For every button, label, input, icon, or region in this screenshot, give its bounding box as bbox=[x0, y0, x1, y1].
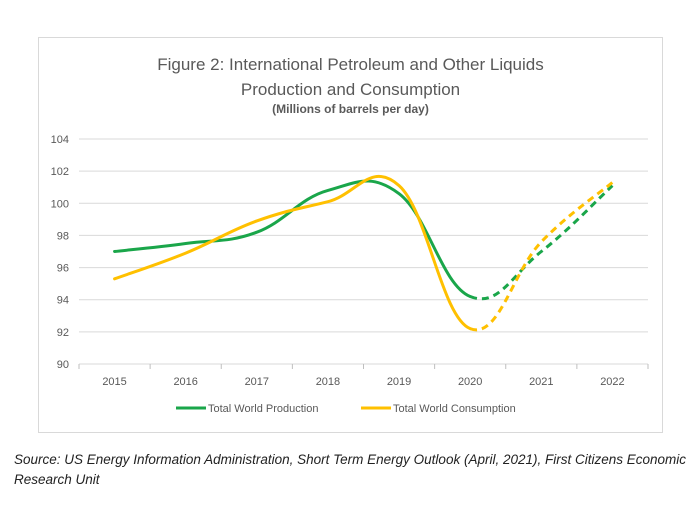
chart-title-line-2: Production and Consumption bbox=[240, 80, 461, 99]
chart-frame: Figure 2: International Petroleum and Ot… bbox=[38, 37, 663, 433]
y-tick-label: 92 bbox=[57, 327, 69, 339]
legend-label-total-world-production: Total World Production bbox=[208, 403, 318, 415]
y-tick-label: 102 bbox=[51, 166, 69, 178]
y-tick-label: 94 bbox=[57, 295, 69, 307]
y-tick-label: 90 bbox=[57, 359, 69, 371]
y-tick-label: 104 bbox=[51, 134, 69, 146]
total-world-consumption-line-actual bbox=[113, 174, 472, 331]
chart-title-line-1: Figure 2: International Petroleum and Ot… bbox=[157, 55, 544, 74]
source-note: Source: US Energy Information Administra… bbox=[14, 452, 687, 487]
line-chart: 90 92 94 96 98 100 102 104 2015 2016 2017 2018 2019 2… bbox=[51, 134, 649, 415]
total-world-production-line-forecast bbox=[469, 184, 614, 301]
x-tick-label: 2019 bbox=[387, 376, 411, 388]
y-tick-label: 100 bbox=[51, 198, 69, 210]
x-tick-label: 2016 bbox=[173, 376, 197, 388]
chart-subtitle: (Millions of barrels per day) bbox=[272, 102, 429, 116]
x-tick-label: 2015 bbox=[102, 376, 126, 388]
x-tick-label: 2017 bbox=[245, 376, 269, 388]
x-tick-label: 2022 bbox=[600, 376, 624, 388]
x-tick-label: 2018 bbox=[316, 376, 340, 388]
y-tick-label: 98 bbox=[57, 230, 69, 242]
y-tick-label: 96 bbox=[57, 263, 69, 275]
x-tick-label: 2020 bbox=[458, 376, 482, 388]
chart-title: Figure 2: International Petroleum and Ot… bbox=[39, 52, 662, 102]
total-world-production-line-actual bbox=[113, 179, 472, 298]
legend-label-total-world-consumption: Total World Consumption bbox=[393, 403, 516, 415]
x-tick-label: 2021 bbox=[529, 376, 553, 388]
